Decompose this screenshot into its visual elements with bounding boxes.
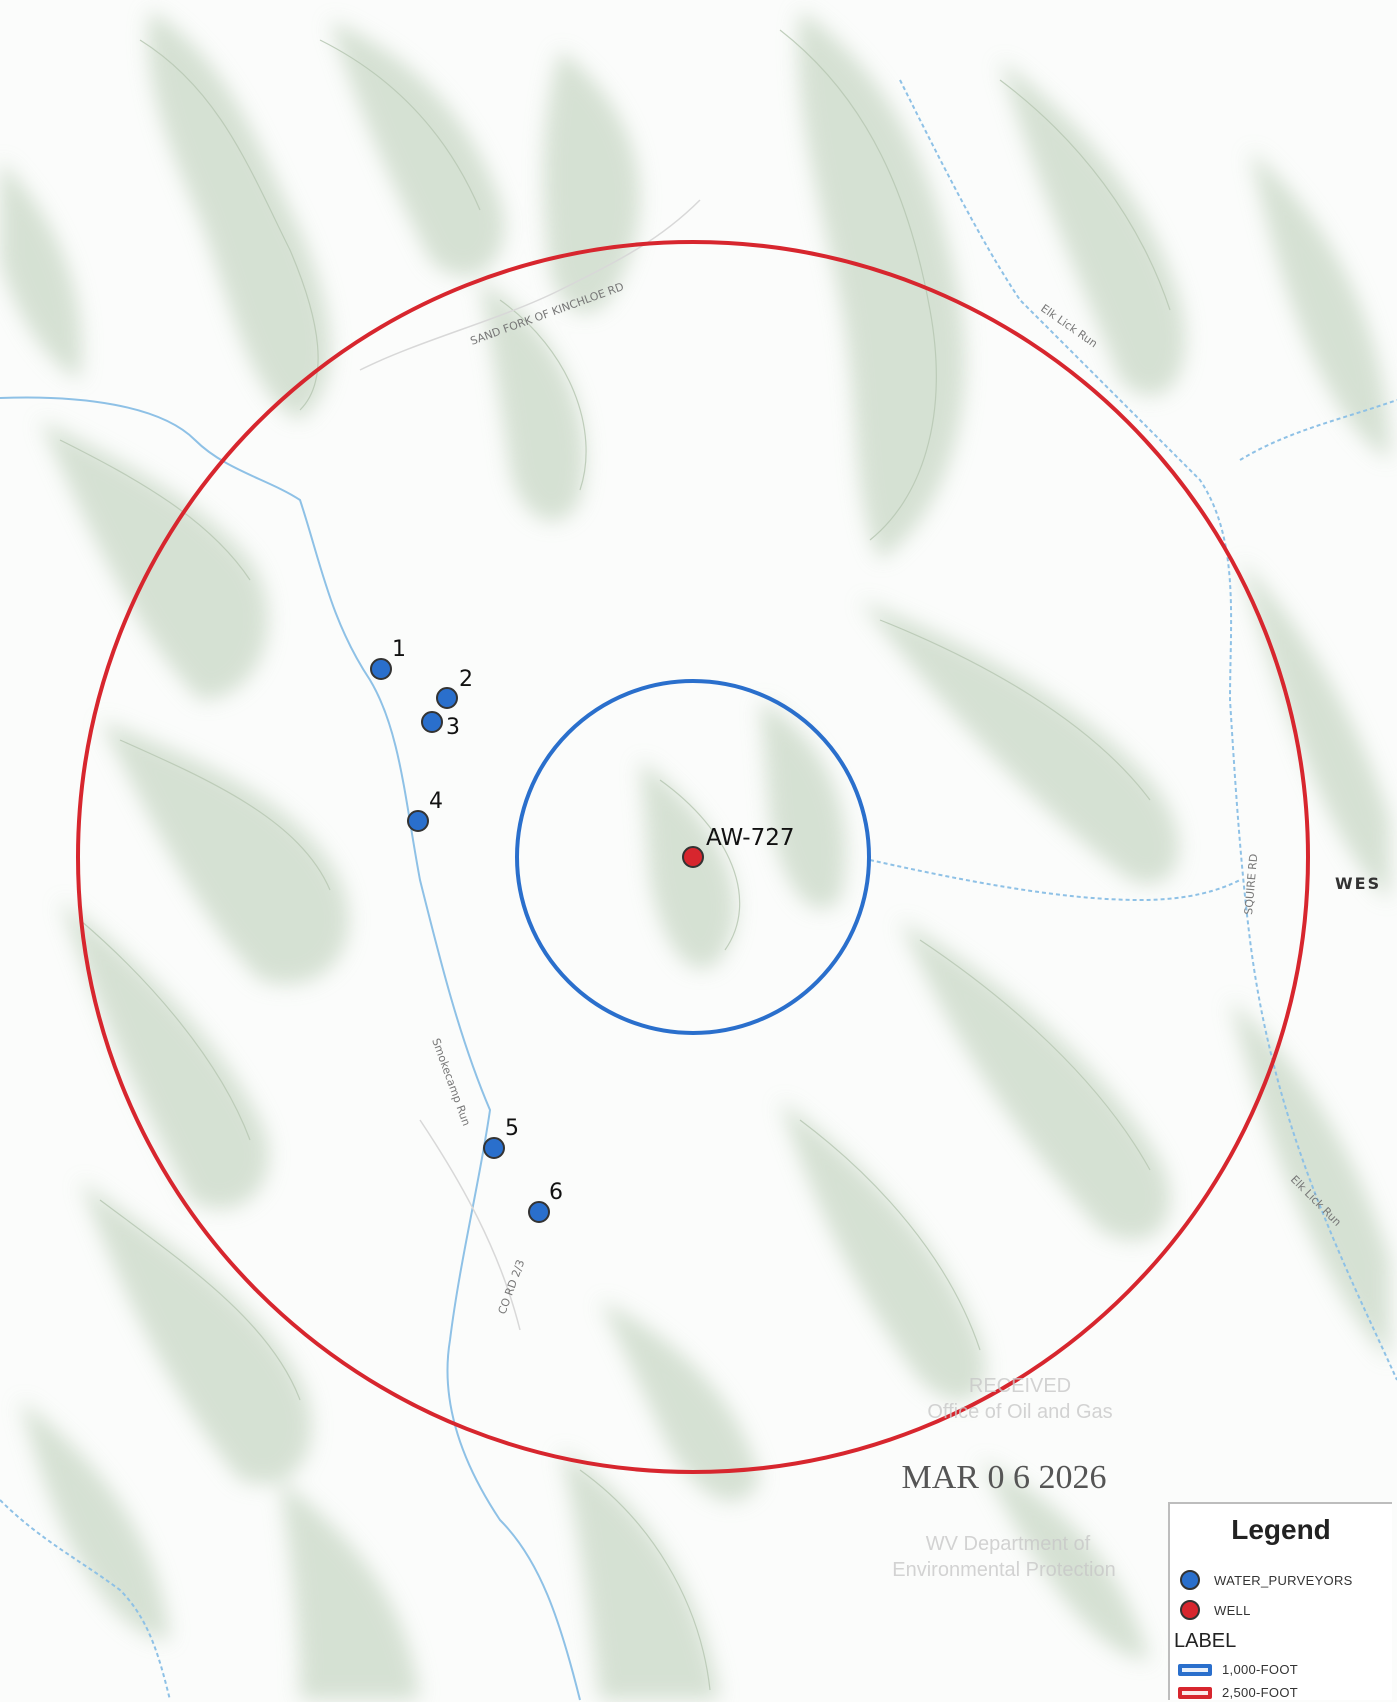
stamp-line-1: RECEIVED [969, 1375, 1071, 1397]
stamp-line-3: WV Department of [926, 1533, 1091, 1555]
legend-item-2500-foot: 2,500-FOOT [1178, 1685, 1298, 1700]
purveyor-label-2: 2 [459, 667, 473, 692]
legend-label-heading: LABEL [1174, 1630, 1237, 1652]
purveyor-point-4[interactable] [407, 810, 429, 832]
buffer-1000-foot [515, 679, 871, 1035]
received-stamp: RECEIVED Office of Oil and Gas MAR 0 6 2… [892, 1375, 1115, 1581]
legend-title: Legend [1231, 1514, 1331, 1545]
stamp-line-2: Office of Oil and Gas [927, 1401, 1112, 1423]
well-point[interactable] [682, 846, 704, 868]
purveyor-point-6[interactable] [528, 1201, 550, 1223]
legend-item-water-purveyors: WATER_PURVEYORS [1180, 1570, 1353, 1590]
water-purveyor-symbol-icon [1180, 1570, 1200, 1590]
terrain-shading [0, 10, 1390, 1700]
map-legend: Legend WATER_PURVEYORS WELL LABEL 1,000-… [1168, 1502, 1392, 1700]
stamp-line-4: Environmental Protection [892, 1559, 1115, 1581]
legend-item-label: 1,000-FOOT [1222, 1662, 1298, 1677]
purveyor-label-3: 3 [446, 715, 460, 740]
streams [0, 79, 1397, 1701]
buffer-2500-swatch-icon [1178, 1686, 1212, 1699]
purveyor-label-6: 6 [549, 1180, 563, 1205]
buffer-1000-swatch-icon [1178, 1663, 1212, 1676]
purveyor-point-5[interactable] [483, 1137, 505, 1159]
purveyor-point-1[interactable] [370, 658, 392, 680]
smokecamp-run-stream [0, 396, 581, 1701]
well-symbol-icon [1180, 1600, 1200, 1620]
stamp-date: MAR 0 6 2026 [902, 1459, 1107, 1496]
purveyor-point-2[interactable] [436, 687, 458, 709]
legend-item-1000-foot: 1,000-FOOT [1178, 1662, 1298, 1677]
water-purveyors: 1 2 3 4 5 6 [370, 637, 563, 1223]
purveyor-label-5: 5 [505, 1116, 519, 1141]
legend-item-well: WELL [1180, 1600, 1251, 1620]
side-label-wes: WES [1335, 874, 1381, 893]
elk-lick-run-stream [899, 79, 1397, 1381]
road-label-squire: SQUIRE RD [1242, 853, 1260, 915]
well-label: AW-727 [706, 825, 795, 851]
contour-lines [59, 29, 1171, 1691]
roads [359, 199, 701, 1331]
legend-item-label: WELL [1214, 1602, 1251, 1618]
purveyor-label-1: 1 [392, 637, 406, 662]
buffer-2500-foot [76, 240, 1310, 1474]
legend-item-label: 2,500-FOOT [1222, 1685, 1298, 1700]
purveyor-point-3[interactable] [421, 711, 443, 733]
purveyor-label-4: 4 [429, 789, 443, 814]
legend-item-label: WATER_PURVEYORS [1214, 1572, 1353, 1588]
